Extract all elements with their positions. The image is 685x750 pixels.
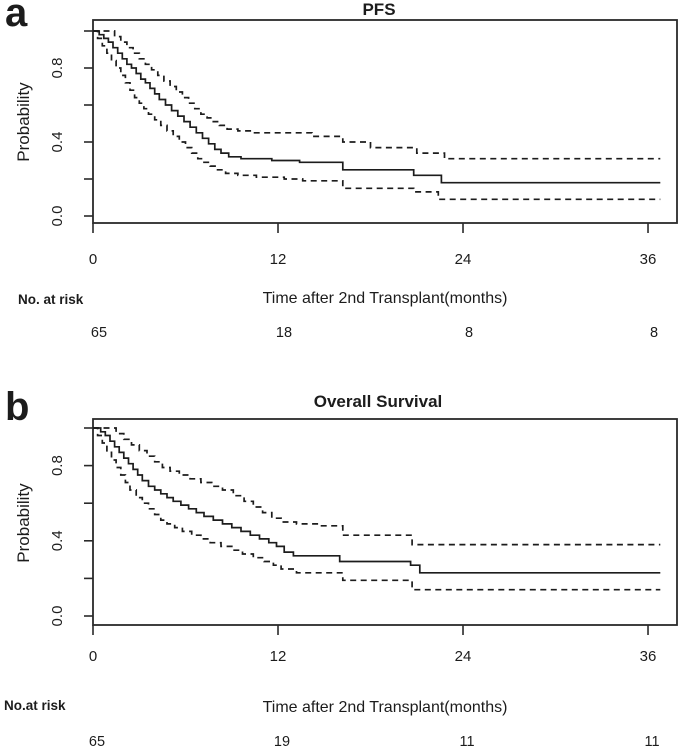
y-tick-label: 0.4 bbox=[49, 132, 66, 153]
y-axis-label: Probability bbox=[14, 483, 33, 563]
x-tick-label: 12 bbox=[270, 648, 287, 665]
plot-box bbox=[92, 418, 678, 626]
survival-curve bbox=[93, 30, 661, 184]
risk-count: 65 bbox=[91, 325, 107, 341]
x-tick-labels: 0 12 24 36 bbox=[89, 648, 657, 665]
risk-count: 18 bbox=[276, 325, 292, 341]
y-axis-label: Probability bbox=[14, 82, 33, 162]
risk-count: 11 bbox=[644, 734, 659, 750]
x-axis-label: Time after 2nd Transplant(months) bbox=[263, 290, 508, 307]
risk-counts: 65 18 8 8 bbox=[91, 325, 658, 341]
y-tick-label: 0.8 bbox=[49, 58, 66, 79]
panel-pfs: a PFS 0.0 0.4 0.8 0 12 24 36 Probability Time… bbox=[5, 0, 678, 341]
x-ticks bbox=[92, 625, 649, 635]
number-at-risk-label: No.at risk bbox=[4, 698, 66, 713]
y-tick-label: 0.4 bbox=[49, 530, 66, 551]
x-tick-label: 36 bbox=[640, 251, 657, 268]
y-tick-label: 0.8 bbox=[49, 455, 66, 476]
x-tick-label: 12 bbox=[270, 251, 287, 268]
y-ticks bbox=[84, 427, 93, 617]
y-tick-labels: 0.0 0.4 0.8 bbox=[49, 58, 66, 227]
risk-count: 8 bbox=[465, 325, 473, 341]
upper-ci-curve bbox=[93, 30, 661, 160]
pfs-title: PFS bbox=[362, 0, 395, 19]
risk-count: 8 bbox=[650, 325, 658, 341]
risk-count: 19 bbox=[274, 734, 290, 750]
lower-ci-curve bbox=[93, 427, 661, 591]
lower-ci-curve bbox=[93, 30, 661, 201]
pfs-chart: a PFS 0.0 0.4 0.8 0 12 24 36 Probability Time… bbox=[5, 0, 678, 341]
x-tick-label: 24 bbox=[455, 648, 472, 665]
x-tick-label: 24 bbox=[455, 251, 472, 268]
risk-count: 65 bbox=[89, 734, 105, 750]
number-at-risk-label: No. at risk bbox=[18, 292, 84, 307]
y-tick-label: 0.0 bbox=[49, 206, 66, 227]
x-tick-label: 0 bbox=[89, 648, 97, 665]
survival-curve bbox=[93, 427, 661, 574]
panel-overall-survival: b Overall Survival 0.0 0.4 0.8 0 12 24 36 Pro… bbox=[0, 390, 685, 750]
x-tick-label: 0 bbox=[89, 251, 97, 268]
overall-survival-chart: b Overall Survival 0.0 0.4 0.8 0 12 24 36 Pro… bbox=[4, 390, 678, 750]
plot-box bbox=[92, 19, 678, 224]
x-axis-label: Time after 2nd Transplant(months) bbox=[263, 699, 508, 716]
risk-count: 11 bbox=[459, 734, 474, 750]
y-tick-label: 0.0 bbox=[49, 606, 66, 627]
y-ticks bbox=[84, 30, 93, 217]
x-tick-labels: 0 12 24 36 bbox=[89, 251, 657, 268]
upper-ci-curve bbox=[93, 427, 661, 546]
panel-letter-a: a bbox=[5, 0, 28, 35]
os-title: Overall Survival bbox=[314, 392, 443, 411]
x-ticks bbox=[92, 223, 649, 233]
risk-counts: 65 19 11 11 bbox=[89, 734, 660, 750]
x-tick-label: 36 bbox=[640, 648, 657, 665]
y-tick-labels: 0.0 0.4 0.8 bbox=[49, 455, 66, 626]
panel-letter-b: b bbox=[5, 390, 29, 429]
